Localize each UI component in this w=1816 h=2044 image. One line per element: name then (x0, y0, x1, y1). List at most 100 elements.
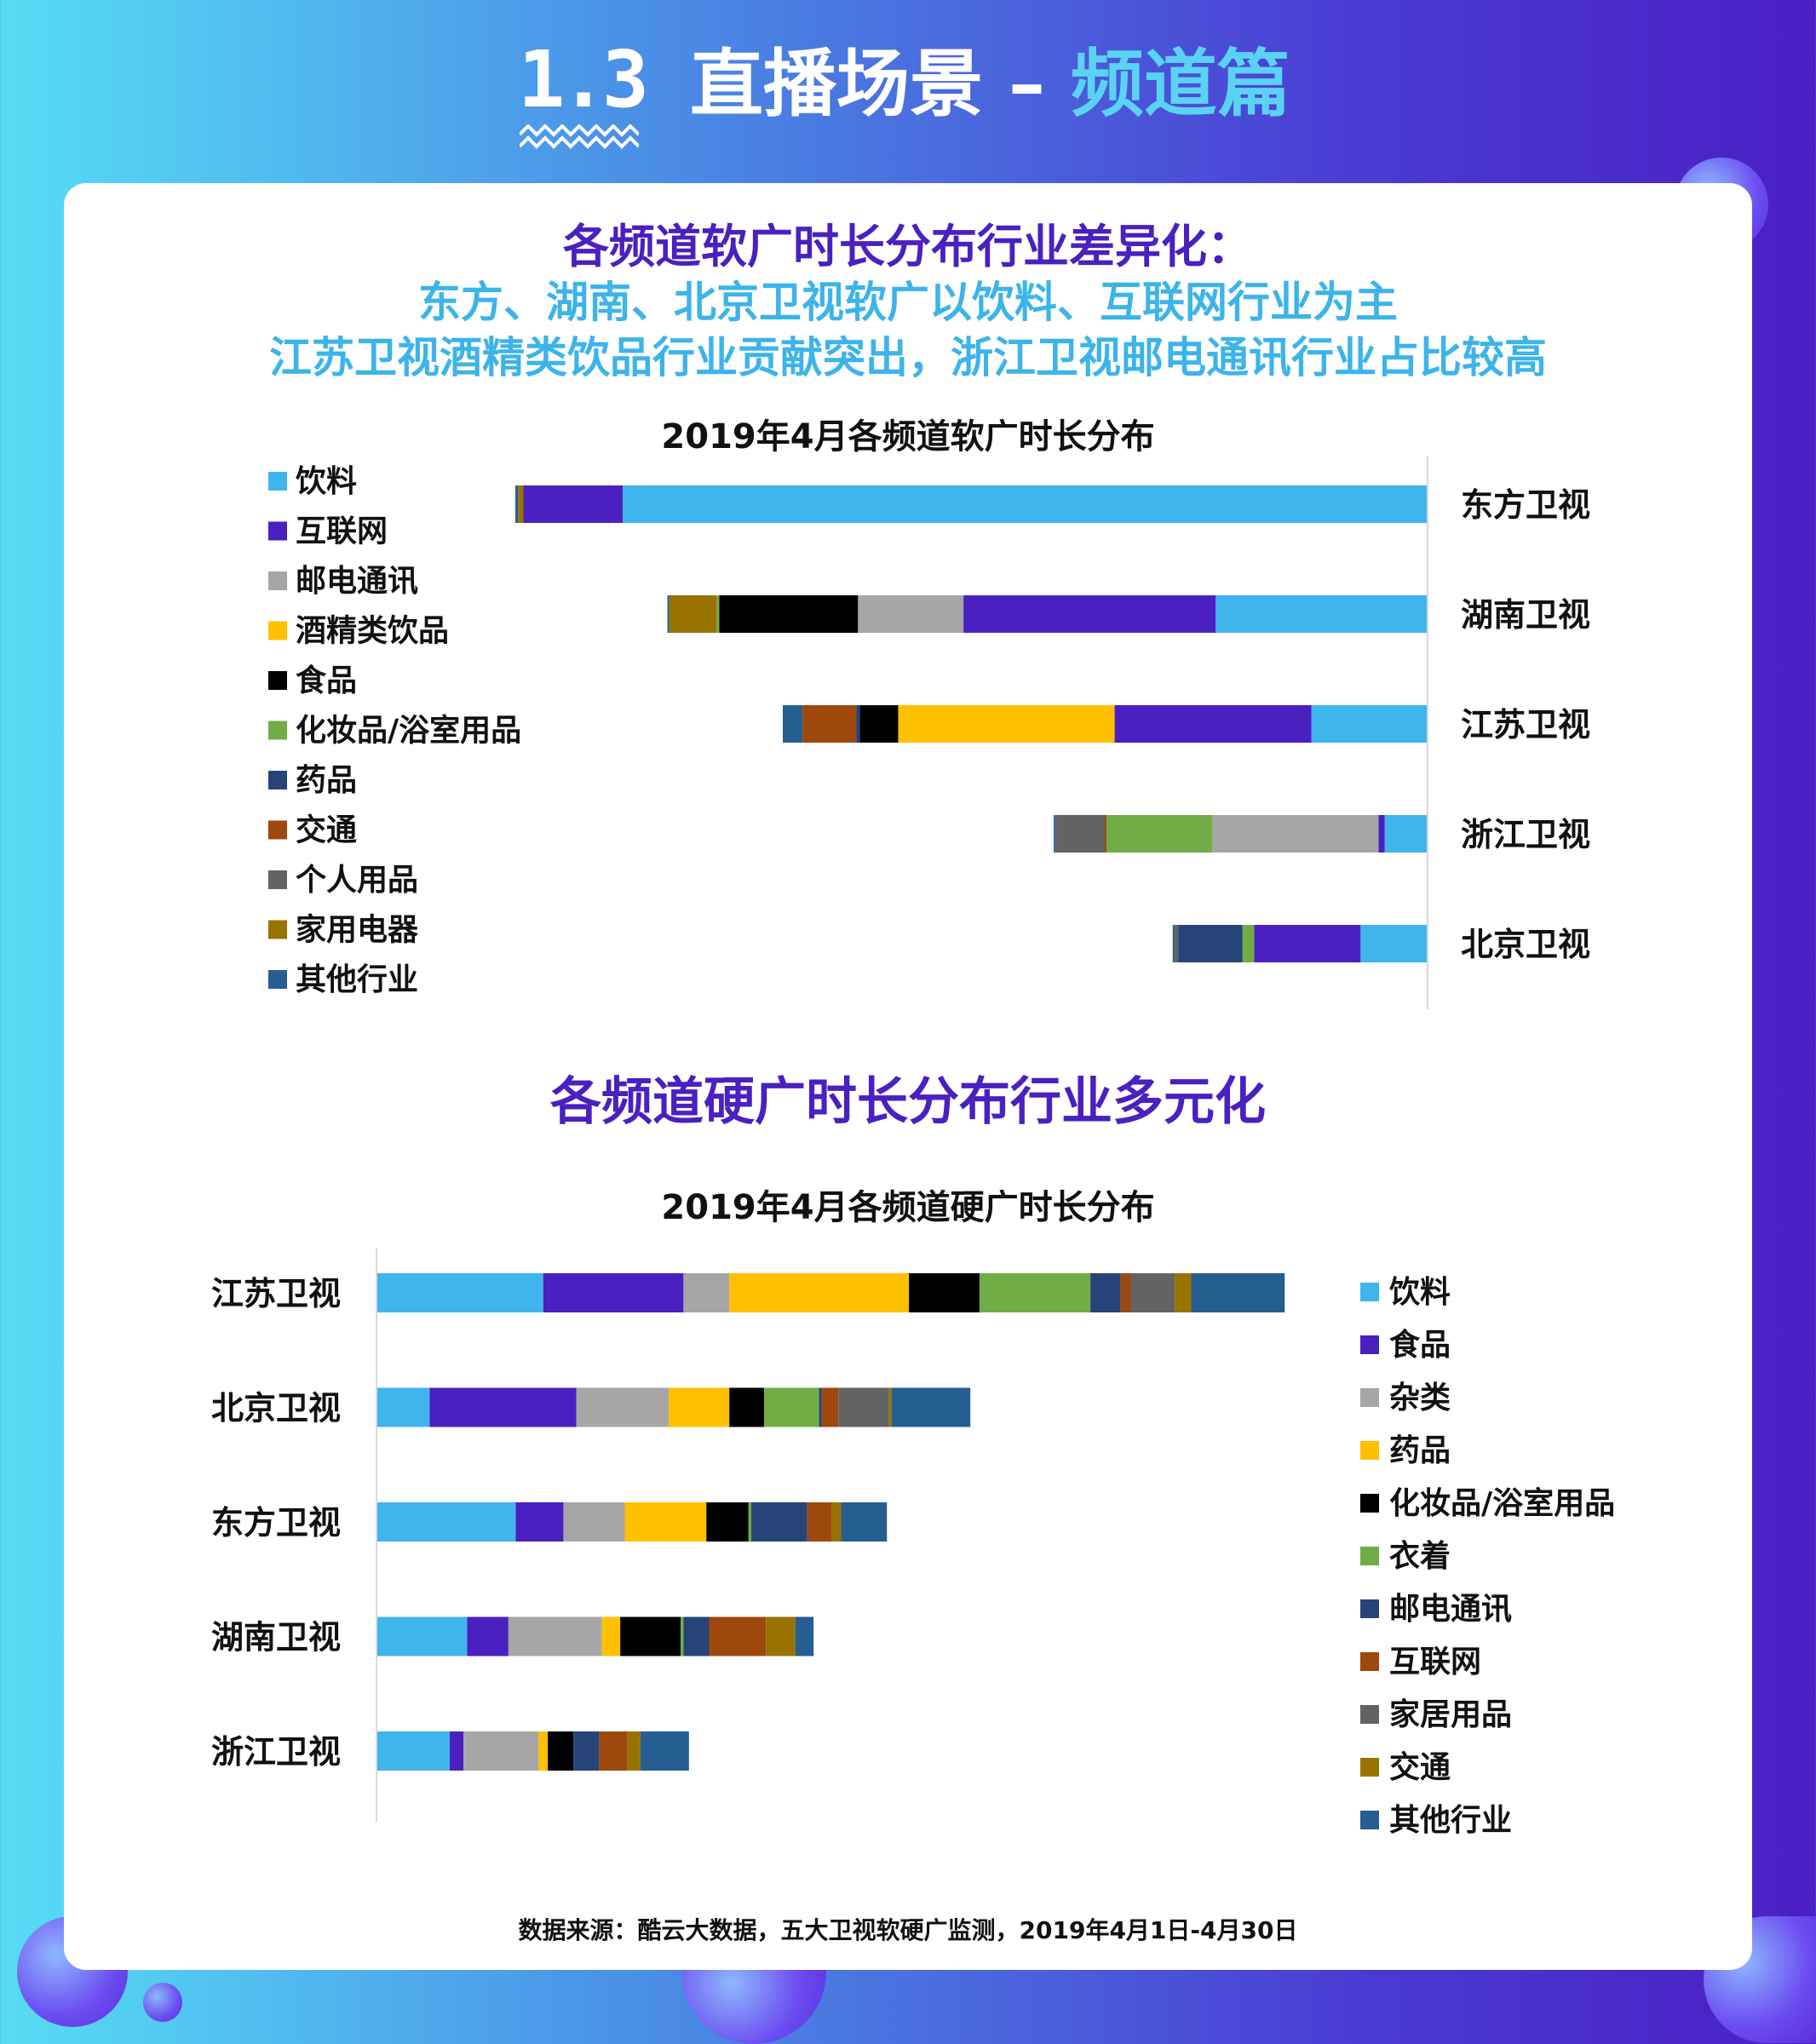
section-logo: 1.3 (518, 34, 649, 149)
soft-bar-segment (898, 705, 1115, 743)
soft-bar-segment (1212, 815, 1379, 853)
soft-bar-segment (518, 485, 524, 523)
decor-bubble-bottom-left-small (143, 1983, 182, 2022)
soft-headline-line1: 各频道软广时长分布行业差异化： (563, 220, 1253, 273)
soft-legend-label: 食品 (296, 663, 357, 698)
hard-headline: 各频道硬广时长分布行业多元化 (550, 1072, 1266, 1132)
soft-bar-segment (1384, 815, 1427, 853)
hard-bar-segment (669, 1387, 730, 1427)
hard-legend-label: 家居用品 (1389, 1697, 1512, 1732)
soft-legend-label: 互联网 (296, 514, 388, 549)
soft-legend-label: 家用电器 (296, 913, 419, 948)
hard-legend-swatch (1360, 1599, 1379, 1618)
soft-legend-swatch (268, 970, 287, 989)
soft-bar-segment (858, 595, 964, 633)
hard-legend-label: 邮电通讯 (1389, 1592, 1512, 1627)
soft-legend-swatch (268, 671, 287, 690)
soft-bar-segment (963, 595, 1216, 633)
hard-legend-swatch (1360, 1283, 1379, 1301)
soft-bar-segment (1360, 925, 1427, 962)
soft-bar-segment (859, 705, 899, 743)
hard-bar-segment (841, 1502, 888, 1542)
hard-bar-segment (1120, 1273, 1131, 1312)
soft-legend-label: 酒精类饮品 (296, 614, 449, 649)
soft-bar-segment (669, 595, 717, 633)
hard-legend-swatch (1360, 1547, 1379, 1565)
soft-legend-label: 其他行业 (296, 962, 418, 997)
soft-legend-swatch (268, 870, 287, 889)
hard-legend-swatch (1360, 1441, 1379, 1460)
hard-bar-segment (683, 1273, 730, 1312)
hard-bar-segment (909, 1273, 980, 1312)
hard-bar-segment (706, 1502, 749, 1542)
soft-headline-line2: 东方、湖南、北京卫视软广以饮料、互联网行业为主 (418, 278, 1398, 327)
soft-bar-segment (783, 705, 803, 743)
hard-bar-segment (548, 1731, 574, 1771)
soft-bar-segment (1254, 925, 1361, 962)
wave-icon (520, 124, 639, 149)
soft-bar-segment (719, 595, 859, 633)
soft-bar-segment (1178, 925, 1243, 962)
hard-bar-segment (508, 1616, 602, 1656)
soft-bar-segment (716, 595, 720, 633)
hard-category-label: 湖南卫视 (211, 1619, 341, 1656)
hard-legend-label: 杂类 (1389, 1381, 1451, 1415)
hard-bar-segment (450, 1731, 464, 1771)
hard-legend-swatch (1360, 1335, 1379, 1354)
soft-chart-title: 2019年4月各频道软广时长分布 (661, 417, 1155, 456)
hard-bar-segment (831, 1502, 842, 1542)
hard-category-label: 浙江卫视 (211, 1733, 341, 1771)
hard-bar-segment (543, 1273, 684, 1312)
hard-bar-segment (538, 1731, 549, 1771)
hard-bar-segment (467, 1616, 509, 1656)
soft-legend-label: 邮电通讯 (296, 564, 418, 599)
hard-bar-segment (795, 1616, 814, 1656)
soft-bar-segment (1106, 815, 1212, 853)
soft-legend-swatch (268, 721, 287, 740)
soft-category-label: 湖南卫视 (1461, 596, 1590, 634)
hard-bar-segment (1090, 1273, 1121, 1312)
hard-bar-segment (979, 1273, 1091, 1312)
page-title-main: 直播场景 – (690, 42, 1071, 127)
soft-legend-swatch (268, 472, 287, 491)
hard-bar-segment (681, 1616, 684, 1656)
soft-bar-segment (1215, 595, 1427, 633)
hard-bar-segment (838, 1387, 889, 1427)
hard-bar-segment (624, 1502, 707, 1542)
hard-bar-segment (515, 1502, 564, 1542)
hard-category-label: 东方卫视 (211, 1504, 341, 1542)
hard-legend-label: 互联网 (1389, 1645, 1481, 1679)
soft-bar-segment (802, 705, 857, 743)
soft-bar-segment (1172, 925, 1175, 962)
hard-bar-segment (729, 1387, 765, 1427)
soft-bar-segment (1174, 925, 1179, 962)
soft-legend-label: 个人用品 (296, 863, 418, 898)
section-number: 1.3 (518, 34, 649, 125)
hard-legend-label: 食品 (1389, 1328, 1451, 1363)
hard-legend-label: 饮料 (1389, 1275, 1451, 1310)
hard-legend-swatch (1360, 1758, 1379, 1777)
hard-bar-segment (766, 1616, 796, 1656)
soft-legend-swatch (268, 571, 287, 590)
soft-bar-segment (667, 595, 670, 633)
soft-bar-segment (1054, 815, 1056, 853)
hard-bar-segment (377, 1502, 516, 1542)
content-card: 各频道软广时长分布行业差异化： 东方、湖南、北京卫视软广以饮料、互联网行业为主 … (64, 183, 1752, 1970)
soft-category-label: 浙江卫视 (1461, 816, 1590, 853)
hard-bar-segment (1175, 1273, 1192, 1312)
soft-bar-segment (1055, 815, 1105, 853)
hard-legend-label: 化妆品/浴室用品 (1389, 1486, 1615, 1521)
hard-bar-segment (683, 1616, 710, 1656)
hard-legend-swatch (1360, 1388, 1379, 1407)
soft-bar-segment (515, 485, 519, 523)
hard-legend-label: 其他行业 (1389, 1803, 1512, 1838)
hard-bar-segment (748, 1502, 752, 1542)
soft-bar-segment (523, 485, 624, 523)
soft-bar-segment (1114, 705, 1312, 743)
soft-legend-swatch (268, 771, 287, 789)
hard-bar-segment (377, 1731, 451, 1771)
hard-bar-segment (819, 1387, 822, 1427)
hard-bar-segment (640, 1731, 689, 1771)
